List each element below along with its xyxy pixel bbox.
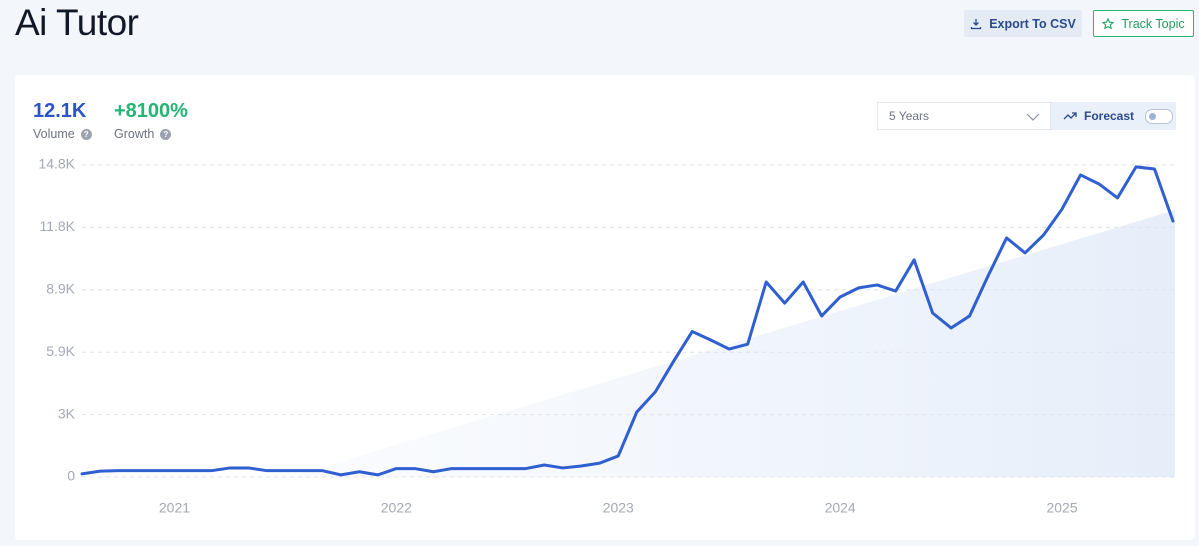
y-tick-label: 8.9K xyxy=(46,281,75,297)
track-label: Track Topic xyxy=(1121,16,1185,31)
forecast-label: Forecast xyxy=(1084,109,1135,123)
x-tick-label: 2023 xyxy=(603,500,634,516)
y-tick-label: 14.8K xyxy=(38,156,75,172)
track-button[interactable]: Track Topic xyxy=(1093,10,1194,37)
download-icon xyxy=(971,18,982,29)
help-icon[interactable]: ? xyxy=(160,128,172,140)
help-icon[interactable]: ? xyxy=(80,128,92,140)
forecast-area xyxy=(290,210,1175,477)
volume-stat: 12.1K Volume? xyxy=(33,100,92,141)
growth-value: +8100% xyxy=(114,100,188,122)
page-title: Ai Tutor xyxy=(15,2,139,43)
star-icon xyxy=(1102,17,1115,29)
y-tick-label: 3K xyxy=(58,405,76,421)
export-label: Export To CSV xyxy=(989,16,1076,31)
trend-line xyxy=(80,165,1175,477)
toggle-switch[interactable] xyxy=(1145,108,1174,124)
range-label: 5 Years xyxy=(889,109,930,123)
x-tick-label: 2025 xyxy=(1046,500,1077,516)
growth-row: Growth? xyxy=(114,127,188,141)
y-tick-label: 11.8K xyxy=(39,218,75,234)
volume-row: Volume? xyxy=(33,127,92,141)
x-tick-label: 2021 xyxy=(159,500,190,516)
growth-stat: +8100% Growth? xyxy=(114,100,188,141)
x-tick-label: 2024 xyxy=(825,500,856,516)
range-dropdown[interactable]: 5 Years xyxy=(877,102,1051,130)
chevron xyxy=(1026,113,1040,121)
forecast-toggle[interactable]: Forecast xyxy=(1051,102,1176,130)
trend-icon xyxy=(1063,112,1077,120)
export-button[interactable]: Export To CSV xyxy=(964,10,1082,37)
y-tick-label: 5.9K xyxy=(46,343,75,359)
volume-value: 12.1K xyxy=(33,100,87,122)
x-tick-label: 2022 xyxy=(381,500,412,516)
y-tick-label: 0 xyxy=(67,468,75,484)
growth-label: Growth xyxy=(114,127,155,141)
volume-label: Volume xyxy=(33,127,75,141)
